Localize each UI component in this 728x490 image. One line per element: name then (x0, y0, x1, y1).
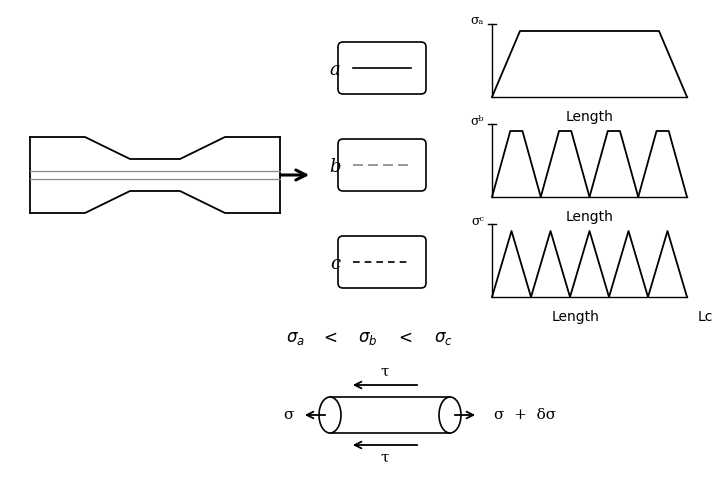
Ellipse shape (319, 397, 341, 433)
Text: σ  +  δσ: σ + δσ (494, 408, 556, 422)
Text: τ: τ (381, 365, 389, 379)
Text: <: < (398, 329, 412, 347)
Text: Lc: Lc (697, 310, 713, 324)
Text: σ: σ (282, 408, 293, 422)
FancyBboxPatch shape (338, 236, 426, 288)
Ellipse shape (439, 397, 461, 433)
Text: τ: τ (381, 451, 389, 465)
Text: σᶜ: σᶜ (471, 215, 484, 227)
Text: $\sigma_b$: $\sigma_b$ (358, 329, 378, 347)
Text: b: b (329, 158, 341, 176)
Text: Length: Length (566, 110, 614, 124)
Text: <: < (323, 329, 337, 347)
Text: σₐ: σₐ (470, 15, 484, 27)
FancyBboxPatch shape (338, 42, 426, 94)
Text: σᵇ: σᵇ (470, 115, 484, 127)
Text: Length: Length (552, 310, 600, 324)
Text: $\sigma_a$: $\sigma_a$ (285, 329, 304, 347)
Text: $\sigma_c$: $\sigma_c$ (434, 329, 452, 347)
Text: Length: Length (566, 210, 614, 224)
Text: c: c (330, 255, 340, 273)
FancyBboxPatch shape (338, 139, 426, 191)
Bar (330, 397, 450, 433)
Text: a: a (330, 61, 341, 79)
